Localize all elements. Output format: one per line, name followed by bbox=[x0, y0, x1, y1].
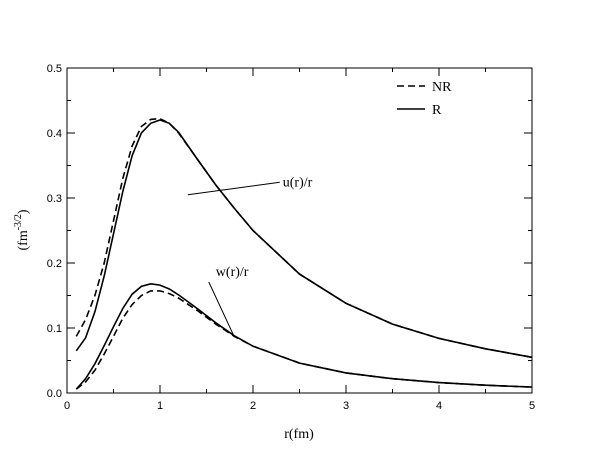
w-r-label-leader bbox=[208, 281, 235, 338]
y-tick-label: 0.1 bbox=[47, 323, 62, 335]
y-axis-title-main: (fm bbox=[16, 230, 31, 250]
curve-annotations: u(r)/r w(r)/r bbox=[187, 175, 313, 338]
y-axis-title-superscript: -3/2 bbox=[13, 214, 24, 230]
legend: NR R bbox=[397, 80, 452, 118]
y-tick-label: 0.5 bbox=[47, 63, 62, 75]
y-axis-title: (fm-3/2) bbox=[13, 209, 31, 250]
u-curve-r bbox=[75, 119, 533, 359]
y-tick-label: 0.2 bbox=[47, 258, 62, 270]
legend-label-r: R bbox=[432, 103, 442, 118]
u-r-label-leader bbox=[187, 181, 280, 196]
x-tick-label: 2 bbox=[250, 400, 256, 412]
u-r-label: u(r)/r bbox=[283, 175, 313, 190]
x-tick-label: 0 bbox=[64, 400, 70, 412]
x-tick-label: 3 bbox=[343, 400, 349, 412]
u-curve-nr bbox=[75, 117, 533, 359]
w-r-label: w(r)/r bbox=[216, 265, 249, 280]
w-curve-nr bbox=[75, 290, 533, 390]
y-tick-label: 0.3 bbox=[47, 193, 62, 205]
x-tick-label: 4 bbox=[436, 400, 442, 412]
legend-label-nr: NR bbox=[432, 80, 452, 95]
axis-ticks bbox=[66, 67, 533, 394]
x-tick-label: 1 bbox=[157, 400, 163, 412]
w-curve-r bbox=[75, 282, 533, 390]
x-tick-label: 5 bbox=[529, 400, 535, 412]
x-axis-title: r(fm) bbox=[284, 427, 314, 442]
series-curves bbox=[75, 117, 533, 390]
y-tick-label: 0.4 bbox=[47, 128, 62, 140]
y-tick-label: 0.0 bbox=[47, 388, 62, 400]
y-axis-title-close: ) bbox=[16, 209, 31, 214]
axis-tick-labels: 0 1 2 3 4 5 0.0 0.1 0.2 0.3 0.4 0.5 bbox=[47, 63, 535, 412]
